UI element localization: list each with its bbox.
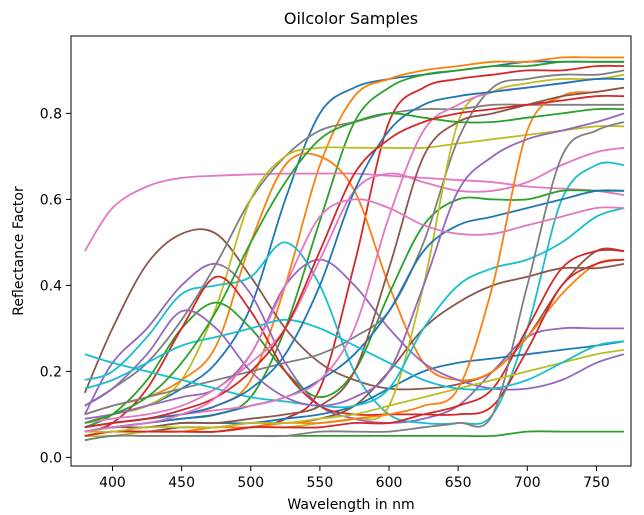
x-tick-label: 600 xyxy=(376,475,403,491)
chart-title: Oilcolor Samples xyxy=(284,9,418,28)
y-axis-label: Reflectance Factor xyxy=(11,186,27,316)
y-tick-label: 0.8 xyxy=(40,106,62,122)
series-line-33 xyxy=(84,94,625,429)
y-tick-label: 0.6 xyxy=(40,192,62,208)
series-line-18 xyxy=(84,69,625,416)
series-line-30 xyxy=(84,318,625,391)
series-line-29 xyxy=(84,349,625,433)
plot-frame xyxy=(70,35,632,467)
y-tick-label: 0.0 xyxy=(40,450,62,466)
series-line-32 xyxy=(84,107,625,424)
x-tick-label: 700 xyxy=(514,475,541,491)
x-tick-label: 550 xyxy=(307,475,334,491)
y-tick-label: 0.2 xyxy=(40,364,62,380)
series-line-24 xyxy=(84,248,625,437)
series-line-25 xyxy=(84,112,625,407)
series-line-28 xyxy=(84,121,625,442)
x-tick-label: 400 xyxy=(99,475,126,491)
x-axis-label: Wavelength in nm xyxy=(287,497,414,513)
y-axis: 0.0 0.2 0.4 0.6 0.8 xyxy=(40,106,71,466)
x-tick-label: 750 xyxy=(583,475,610,491)
x-tick-label: 650 xyxy=(445,475,472,491)
x-axis: 400 450 500 550 600 650 700 750 xyxy=(99,466,610,491)
series-line-34 xyxy=(84,198,625,433)
series-line-6 xyxy=(84,228,625,394)
y-tick-label: 0.4 xyxy=(40,278,62,294)
series-line-20 xyxy=(84,207,625,409)
x-tick-label: 450 xyxy=(168,475,195,491)
series-line-9 xyxy=(84,125,625,424)
x-tick-label: 500 xyxy=(237,475,264,491)
series-line-15 xyxy=(84,258,625,420)
series-group xyxy=(84,56,625,442)
series-line-31 xyxy=(84,77,625,429)
series-line-21 xyxy=(84,189,625,433)
